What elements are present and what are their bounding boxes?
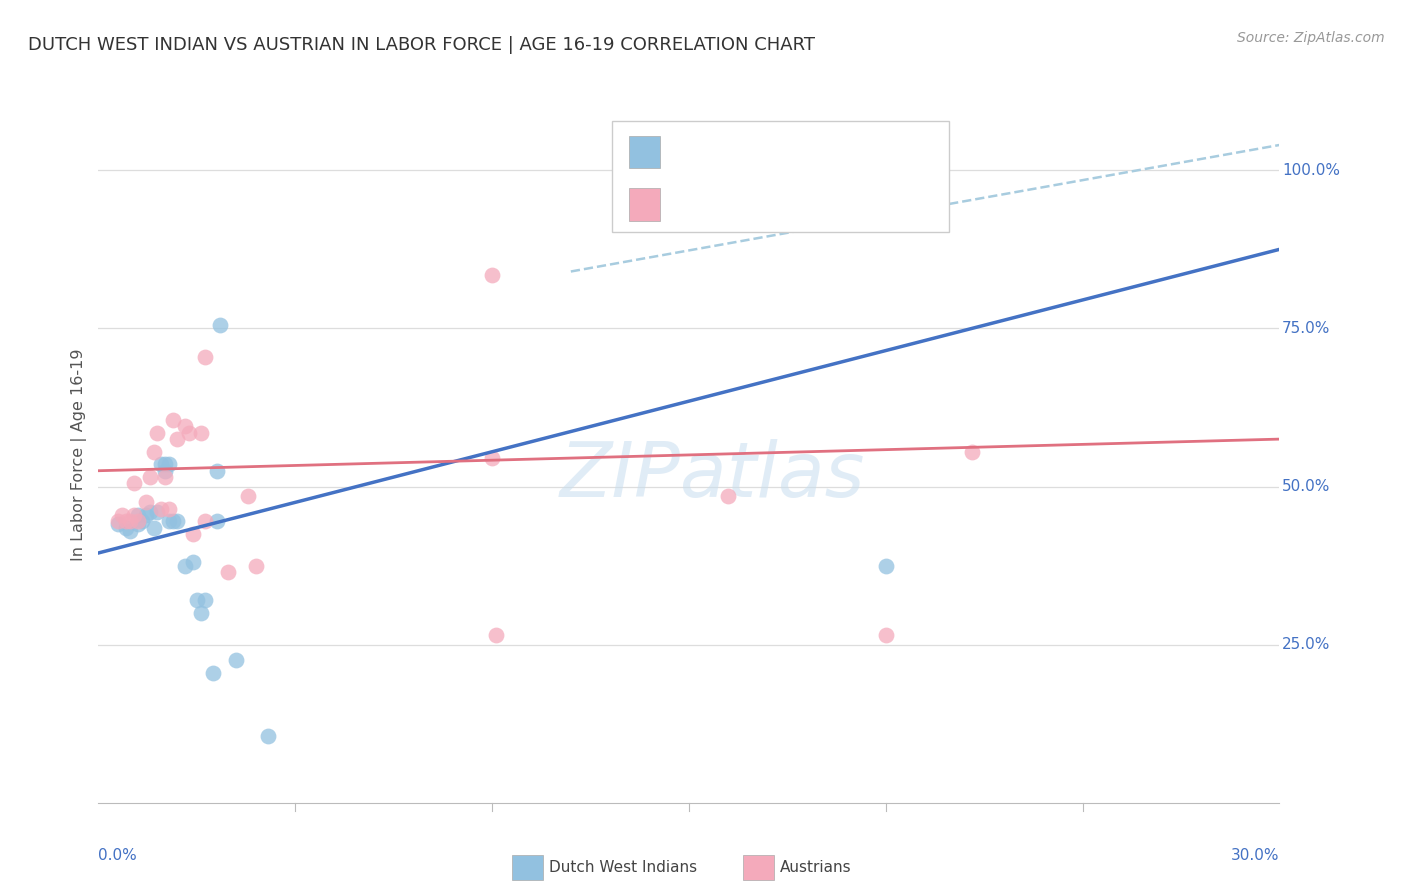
- Point: [217, 565, 239, 579]
- Point: [127, 517, 149, 532]
- Point: [138, 505, 160, 519]
- Text: 0.0%: 0.0%: [98, 848, 138, 863]
- Text: 75.0%: 75.0%: [1282, 321, 1330, 336]
- Point: [245, 558, 267, 573]
- Point: [111, 508, 134, 522]
- Text: 100.0%: 100.0%: [1282, 163, 1340, 178]
- Point: [225, 653, 247, 667]
- Point: [875, 558, 897, 573]
- Point: [205, 464, 228, 478]
- Point: [146, 505, 169, 519]
- Text: Dutch West Indians: Dutch West Indians: [548, 861, 697, 875]
- Text: Source: ZipAtlas.com: Source: ZipAtlas.com: [1237, 31, 1385, 45]
- Point: [205, 514, 228, 528]
- Point: [115, 514, 138, 528]
- Point: [256, 730, 278, 744]
- Point: [118, 524, 141, 538]
- Point: [162, 413, 184, 427]
- Y-axis label: In Labor Force | Age 16-19: In Labor Force | Age 16-19: [72, 349, 87, 561]
- Point: [236, 489, 259, 503]
- Point: [146, 425, 169, 440]
- Point: [166, 514, 188, 528]
- Point: [481, 451, 503, 466]
- Point: [181, 556, 204, 570]
- Point: [155, 464, 177, 478]
- Point: [962, 444, 984, 458]
- Point: [157, 514, 180, 528]
- Point: [166, 432, 188, 446]
- Point: [155, 470, 177, 484]
- Point: [135, 495, 157, 509]
- Point: [177, 425, 200, 440]
- Point: [142, 444, 165, 458]
- Point: [127, 508, 149, 522]
- Text: R =  0.060   N =  31: R = 0.060 N = 31: [671, 195, 852, 213]
- Point: [115, 521, 138, 535]
- Point: [485, 628, 508, 642]
- Point: [194, 350, 217, 364]
- Point: [150, 501, 173, 516]
- Text: 25.0%: 25.0%: [1282, 637, 1330, 652]
- Point: [157, 501, 180, 516]
- Point: [190, 606, 212, 620]
- Point: [201, 666, 224, 681]
- Point: [194, 514, 217, 528]
- Text: ZIPatlas: ZIPatlas: [560, 439, 865, 513]
- Point: [875, 628, 897, 642]
- Point: [155, 458, 177, 472]
- Text: R =  0.412   N = 29: R = 0.412 N = 29: [671, 143, 848, 161]
- Point: [107, 514, 129, 528]
- Point: [122, 508, 145, 522]
- Point: [190, 425, 212, 440]
- Point: [209, 318, 232, 333]
- Point: [162, 514, 184, 528]
- Point: [174, 558, 197, 573]
- Text: 30.0%: 30.0%: [1232, 848, 1279, 863]
- Point: [717, 489, 740, 503]
- Point: [174, 419, 197, 434]
- Text: Austrians: Austrians: [780, 861, 852, 875]
- Point: [481, 268, 503, 282]
- Text: DUTCH WEST INDIAN VS AUSTRIAN IN LABOR FORCE | AGE 16-19 CORRELATION CHART: DUTCH WEST INDIAN VS AUSTRIAN IN LABOR F…: [28, 36, 815, 54]
- Point: [107, 517, 129, 532]
- Point: [186, 593, 208, 607]
- Point: [181, 527, 204, 541]
- Point: [127, 514, 149, 528]
- Point: [150, 458, 173, 472]
- Point: [194, 593, 217, 607]
- Point: [135, 508, 157, 522]
- Point: [142, 521, 165, 535]
- Point: [138, 470, 160, 484]
- Point: [131, 514, 153, 528]
- Point: [118, 514, 141, 528]
- Text: 50.0%: 50.0%: [1282, 479, 1330, 494]
- Point: [157, 458, 180, 472]
- Point: [122, 476, 145, 491]
